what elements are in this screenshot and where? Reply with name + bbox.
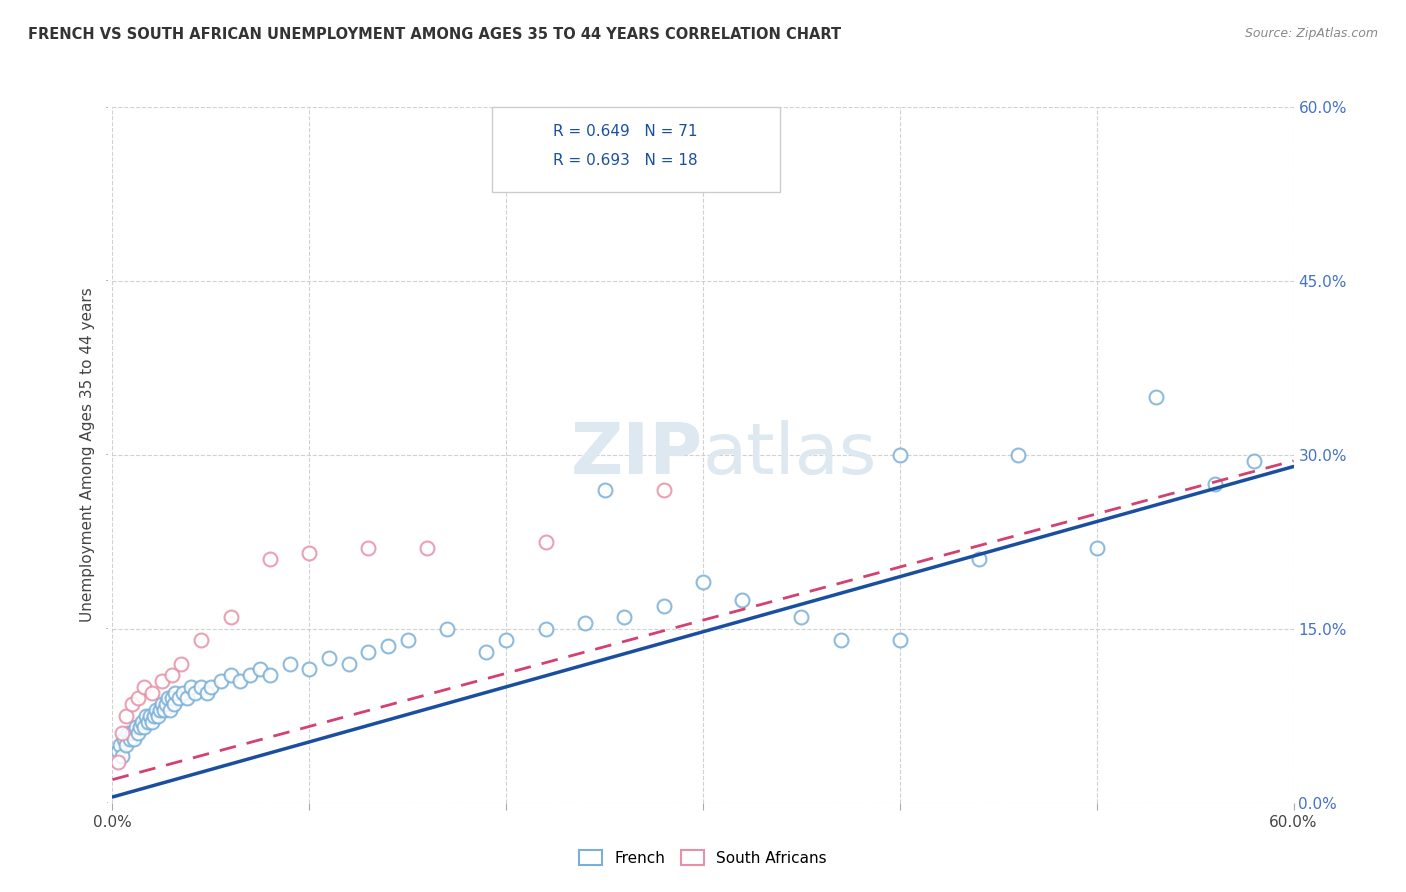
Point [160,691,183,706]
Point [652,483,675,497]
Point [1007,448,1029,462]
Point [132,721,155,735]
Point [1243,453,1265,467]
Text: R = 0.693   N = 18: R = 0.693 N = 18 [553,153,697,168]
Point [155,698,177,712]
Point [534,534,557,549]
Point [169,691,191,706]
Point [146,708,169,723]
Point [122,731,145,746]
Point [259,668,281,682]
Point [165,685,187,699]
Text: FRENCH VS SOUTH AFRICAN UNEMPLOYMENT AMONG AGES 35 TO 44 YEARS CORRELATION CHART: FRENCH VS SOUTH AFRICAN UNEMPLOYMENT AMO… [28,27,841,42]
Point [156,691,179,706]
Point [195,685,218,699]
Point [593,483,616,497]
Point [136,714,159,729]
Point [190,633,212,648]
Point [121,726,143,740]
Point [436,622,458,636]
Point [200,680,222,694]
Text: atlas: atlas [703,420,877,490]
Point [145,703,167,717]
Point [889,448,911,462]
Point [613,610,636,624]
Point [150,698,173,712]
Point [475,645,498,659]
Point [176,691,198,706]
Point [132,680,155,694]
Point [298,662,321,676]
Point [149,703,172,717]
Point [135,708,157,723]
Point [790,610,813,624]
Point [172,685,194,699]
Point [652,599,675,613]
Point [160,668,183,682]
Point [357,645,380,659]
Point [141,685,163,699]
Point [318,651,340,665]
Point [107,755,129,769]
Point [111,749,134,764]
Point [229,674,252,689]
Point [249,662,271,676]
Point [574,615,596,630]
Point [259,552,281,566]
Point [141,714,163,729]
Point [337,657,360,671]
Point [396,633,419,648]
Point [298,546,321,561]
Point [127,726,149,740]
Text: ZIP: ZIP [571,420,703,490]
Point [731,592,754,607]
Point [495,633,517,648]
Point [377,639,399,653]
Point [1144,390,1167,404]
Legend: French, South Africans: French, South Africans [574,844,832,871]
Point [416,541,439,555]
Point [111,726,134,740]
Point [139,708,162,723]
Point [357,541,380,555]
Text: R = 0.649   N = 71: R = 0.649 N = 71 [553,124,697,138]
Point [115,708,138,723]
Point [967,552,990,566]
Point [162,698,184,712]
Point [120,731,142,746]
Point [180,680,202,694]
Point [117,726,139,740]
Point [830,633,852,648]
Y-axis label: Unemployment Among Ages 35 to 44 years: Unemployment Among Ages 35 to 44 years [80,287,94,623]
Point [278,657,301,671]
Point [534,622,557,636]
Point [184,685,207,699]
Point [110,738,132,752]
Text: Source: ZipAtlas.com: Source: ZipAtlas.com [1244,27,1378,40]
Point [239,668,262,682]
Point [115,738,138,752]
Point [129,721,152,735]
Point [889,633,911,648]
Point [159,703,181,717]
Point [125,721,148,735]
Point [107,744,129,758]
Point [1204,476,1226,491]
Point [209,674,232,689]
Point [1085,541,1108,555]
Point [190,680,212,694]
Point [131,714,153,729]
Point [112,731,135,746]
Point [219,668,242,682]
Point [152,703,174,717]
Point [127,691,149,706]
Point [170,657,193,671]
Point [121,698,143,712]
Point [142,708,165,723]
Point [150,674,173,689]
Point [692,575,714,590]
Point [219,610,242,624]
